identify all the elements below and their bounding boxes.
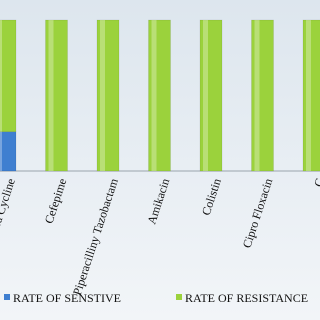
legend-swatch: [4, 294, 10, 300]
bar-highlight: [100, 20, 105, 171]
bar-highlight: [0, 131, 2, 171]
bar-segment: [96, 19, 120, 172]
bar-highlight: [151, 20, 157, 171]
x-tick-label: C: [311, 177, 320, 189]
bar-segment: [0, 131, 17, 172]
bar-segment: [251, 19, 274, 172]
bar-segment: [148, 19, 171, 172]
bar-highlight: [0, 20, 2, 132]
legend-label: RATE OF SENSTIVE: [13, 291, 121, 305]
bar-highlight: [306, 20, 311, 171]
bar-segment: [45, 19, 68, 172]
legend: RATE OF SENSTIVE RATE OF RESISTANCE: [4, 291, 308, 305]
legend-label: RATE OF RESISTANCE: [185, 291, 308, 305]
bar-highlight: [48, 20, 54, 171]
bar-highlight: [203, 20, 208, 171]
bar-segment: [0, 19, 17, 132]
legend-swatch: [176, 294, 182, 300]
bar-highlight: [254, 20, 260, 171]
bar-segment: [302, 19, 320, 172]
bar-segment: [199, 19, 223, 172]
